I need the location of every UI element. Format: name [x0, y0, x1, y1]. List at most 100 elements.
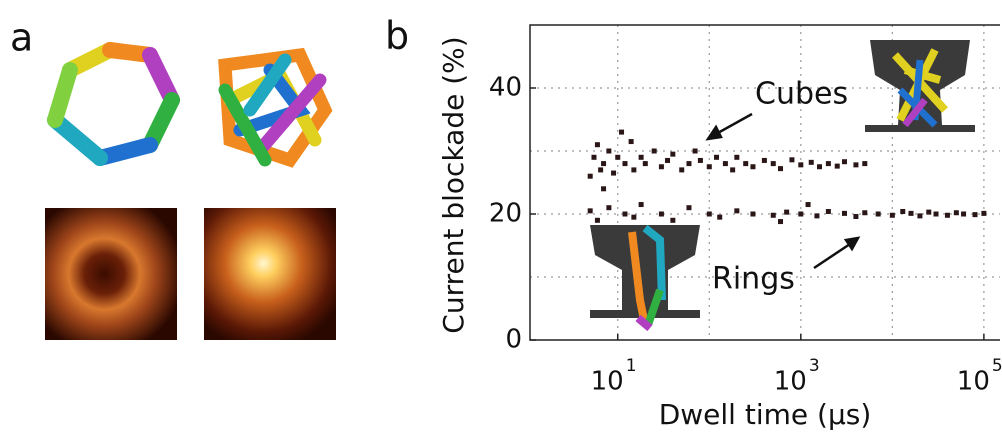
data-point	[789, 157, 795, 163]
annotation-arrows	[705, 112, 861, 270]
axis-frame	[529, 24, 1000, 341]
data-point	[642, 161, 648, 167]
data-point	[814, 213, 820, 219]
data-point	[714, 154, 720, 160]
y-tick-label: 20	[489, 199, 522, 229]
data-point	[631, 167, 637, 173]
data-point	[784, 209, 790, 215]
y-tick-label: 40	[489, 73, 522, 103]
data-point	[825, 161, 831, 167]
data-point	[875, 211, 881, 217]
data-point	[908, 210, 914, 216]
data-point	[778, 166, 784, 172]
data-point	[778, 219, 784, 225]
data-point	[670, 217, 676, 223]
data-point	[638, 154, 644, 160]
data-point	[808, 159, 814, 165]
annotation: Rings	[712, 262, 795, 297]
data-point	[717, 214, 723, 220]
data-point	[816, 164, 822, 170]
x-tick-power: 3	[809, 356, 820, 376]
annotation: Cubes	[755, 77, 848, 112]
cube-image	[204, 208, 336, 340]
data-point	[706, 164, 712, 170]
data-point	[591, 154, 597, 160]
data-point	[841, 159, 847, 165]
data-point	[798, 211, 804, 217]
data-point	[933, 211, 939, 217]
pore-inset	[590, 224, 700, 332]
data-point	[853, 214, 859, 220]
data-point	[770, 212, 776, 218]
data-point	[750, 211, 756, 217]
data-point	[679, 167, 685, 173]
data-point	[686, 161, 692, 167]
data-point	[706, 211, 712, 217]
data-point	[917, 213, 923, 219]
cube-model	[218, 47, 333, 168]
y-axis-label: Current blockade (%)	[437, 36, 470, 333]
x-tick-label: 10	[957, 367, 990, 397]
data-point	[853, 162, 859, 168]
x-tick-label: 10	[591, 367, 624, 397]
data-point	[734, 208, 740, 214]
data-point	[638, 202, 644, 208]
data-point	[611, 170, 617, 176]
data-point	[900, 208, 906, 214]
data-point	[981, 210, 987, 216]
data-point	[697, 157, 703, 163]
data-point	[862, 161, 868, 167]
panel-label: a	[10, 16, 33, 60]
data-point	[594, 217, 600, 223]
x-tick-label: 10	[774, 367, 807, 397]
data-point	[628, 139, 634, 145]
y-tick-label: 0	[505, 325, 522, 355]
data-point	[953, 210, 959, 216]
data-point	[594, 142, 600, 148]
data-point	[761, 157, 767, 163]
data-point	[770, 161, 776, 167]
data-point	[961, 211, 967, 217]
data-point	[862, 210, 868, 216]
panel-label: b	[385, 14, 409, 58]
data-point	[692, 148, 698, 154]
data-point	[734, 154, 740, 160]
x-axis-label: Dwell time (μs)	[659, 398, 872, 431]
data-point	[686, 205, 692, 211]
data-point	[587, 173, 593, 179]
data-point	[601, 186, 607, 192]
data-point	[889, 212, 895, 218]
ring-model	[47, 42, 180, 166]
data-point	[598, 167, 604, 173]
data-point	[972, 212, 978, 218]
x-tick-power: 5	[992, 356, 1002, 376]
data-point	[730, 167, 736, 173]
data-point	[670, 151, 676, 157]
data-point	[658, 164, 664, 170]
data-point	[606, 148, 612, 154]
data-point	[825, 208, 831, 214]
data-point	[750, 164, 756, 170]
pore-inset	[865, 40, 975, 132]
data-point	[622, 161, 628, 167]
data-point	[615, 154, 621, 160]
data-point	[651, 148, 657, 154]
data-point	[805, 202, 811, 208]
data-point	[834, 163, 840, 169]
data-point	[631, 214, 637, 220]
data-point	[606, 205, 612, 211]
x-tick-power: 1	[626, 356, 637, 376]
data-point	[743, 161, 749, 167]
data-point	[665, 157, 671, 163]
data-point	[926, 209, 932, 215]
data-point	[601, 161, 607, 167]
data-point	[658, 211, 664, 217]
data-point	[798, 162, 804, 168]
data-point	[619, 129, 625, 135]
data-point	[841, 210, 847, 216]
data-point	[944, 212, 950, 218]
data-point	[722, 161, 728, 167]
data-point	[622, 211, 628, 217]
